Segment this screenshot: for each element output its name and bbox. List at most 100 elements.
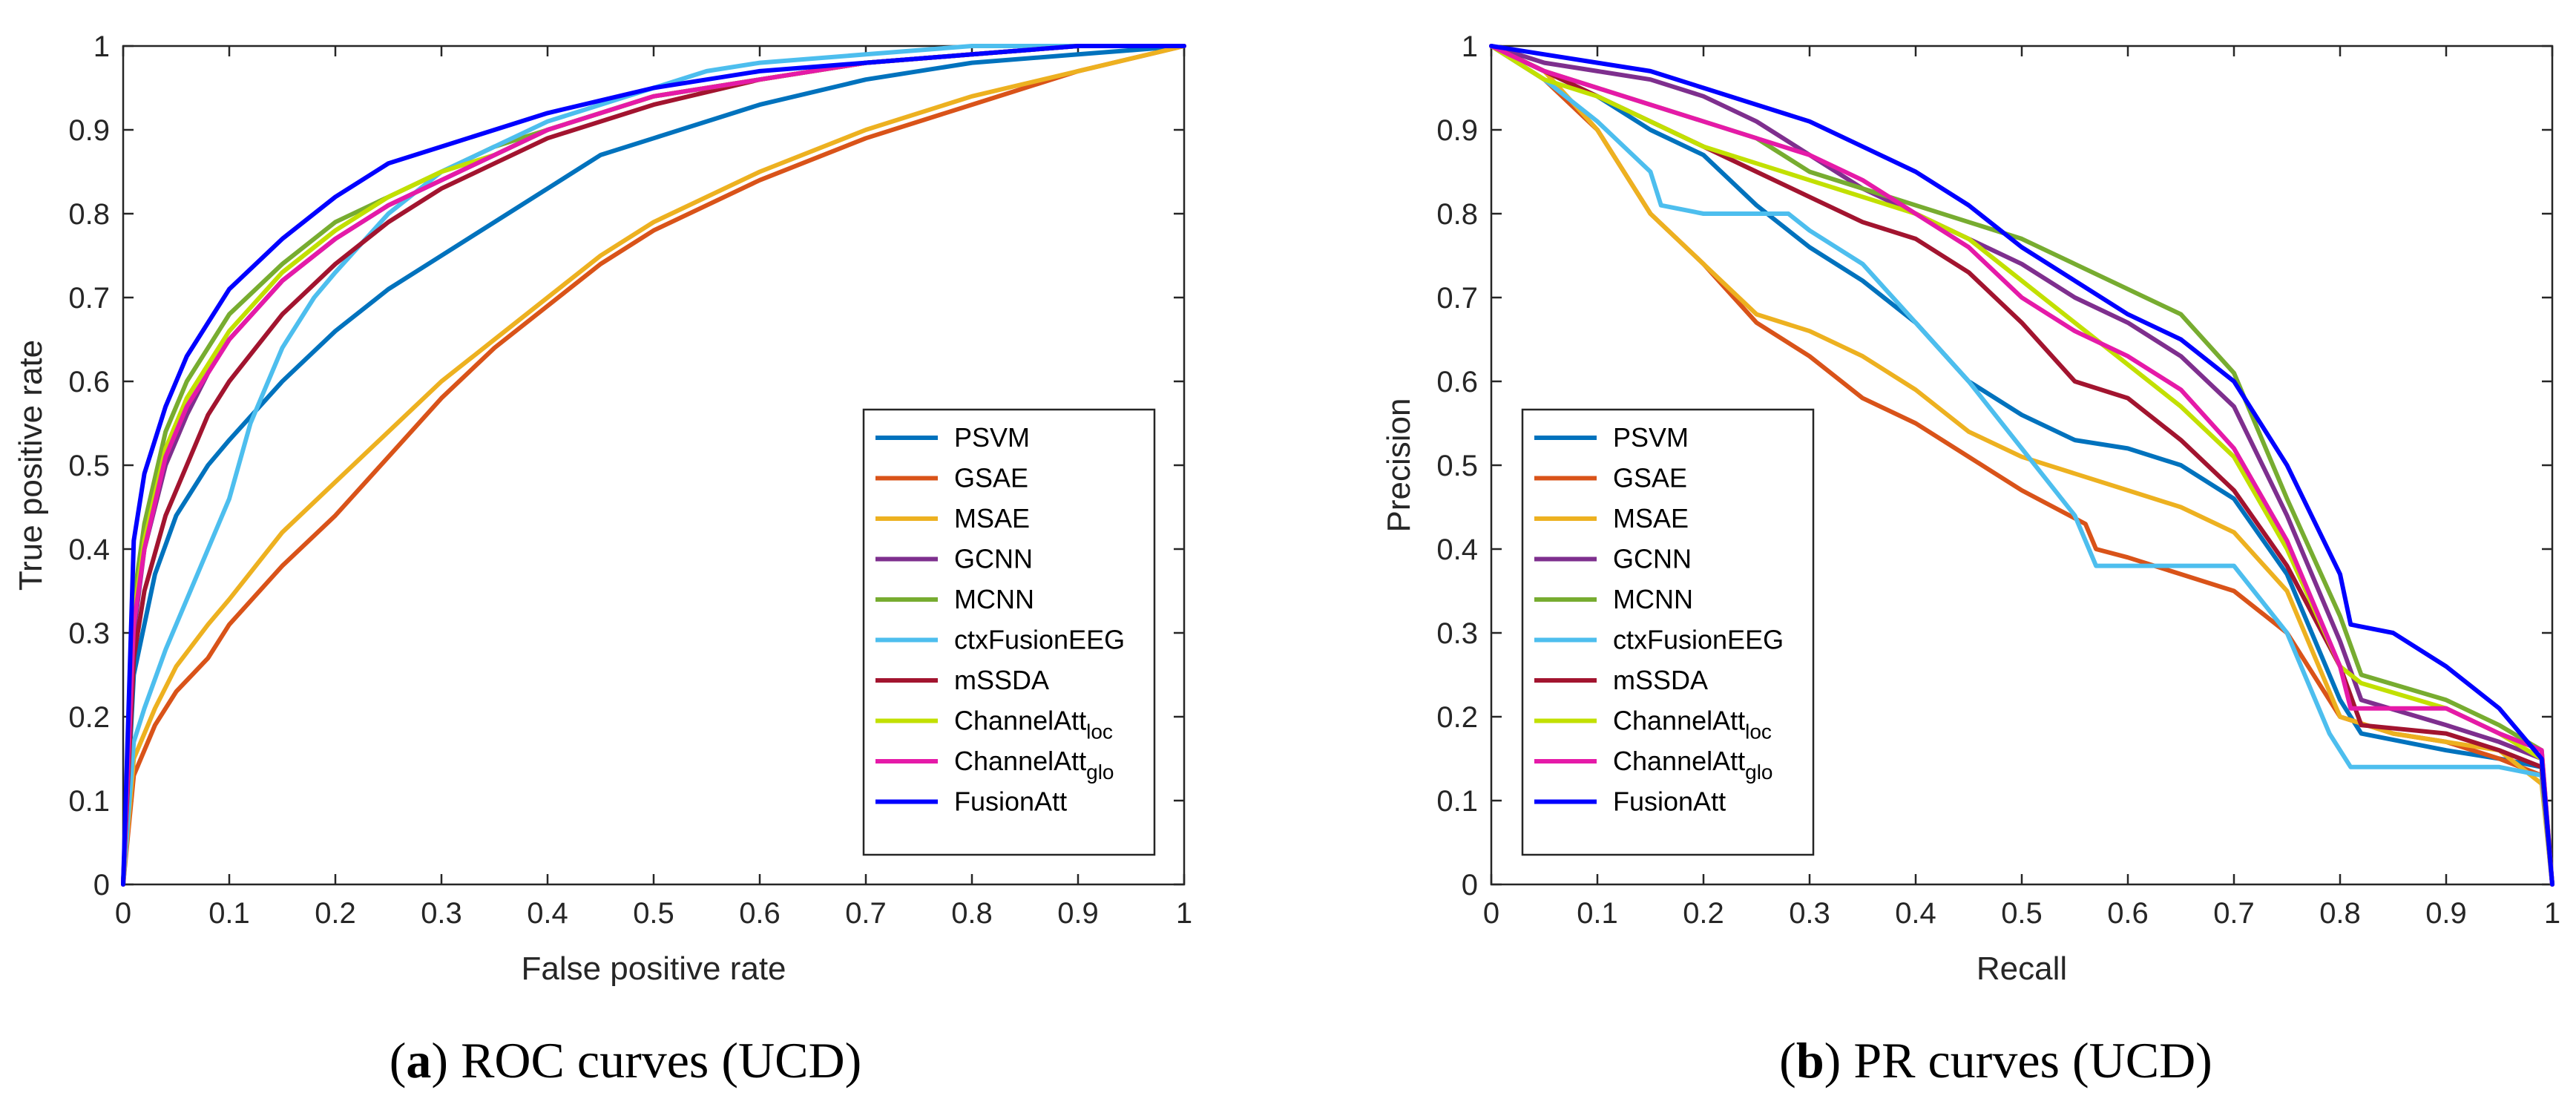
roc-legend-label-gsae: GSAE [954, 463, 1028, 493]
roc-y-tick-label: 0.8 [68, 198, 110, 231]
pr-legend-label-psvm: PSVM [1613, 422, 1689, 453]
pr-y-tick-label: 1 [1462, 30, 1478, 63]
roc-y-tick-label: 1 [93, 30, 110, 63]
roc-legend-box [862, 408, 1156, 856]
roc-legend-name: FusionAtt [954, 786, 1067, 817]
roc-x-tick-label: 0.5 [633, 897, 674, 930]
pr-series-line-channelatt-glo [1489, 44, 2554, 887]
pr-y-tick-label: 0.3 [1436, 617, 1478, 650]
roc-x-tick-label: 1 [1176, 897, 1192, 930]
pr-x-tick-label: 0.8 [2319, 897, 2361, 930]
pr-caption: (b) PR curves (UCD) [1779, 1032, 2212, 1088]
pr-legend-name: mSSDA [1613, 665, 1708, 695]
roc-y-tick-label: 0.9 [68, 114, 110, 147]
pr-legend-label-channelatt-glo: ChannelAttglo [1613, 746, 1773, 784]
roc-y-tick-label: 0.2 [68, 701, 110, 734]
roc-legend-label-gcnn: GCNN [954, 544, 1033, 574]
roc-legend-name: ChannelAtt [954, 746, 1086, 776]
roc-x-tick-label: 0.9 [1057, 897, 1099, 930]
roc-legend-label-channelatt-glo: ChannelAttglo [954, 746, 1114, 784]
pr-y-tick-label: 0.8 [1436, 198, 1478, 231]
roc-x-tick-label: 0.3 [421, 897, 462, 930]
roc-caption-text: ROC curves (UCD) [461, 1032, 861, 1088]
roc-legend-name: mSSDA [954, 665, 1049, 695]
roc-legend: PSVM GSAE MSAE GCNN MCNN ctxFusionEEG mSSDA Cha… [862, 408, 1156, 856]
pr-series-line-msae [1489, 44, 2554, 887]
roc-x-tick-label: 0.7 [845, 897, 887, 930]
roc-legend-name: GCNN [954, 544, 1033, 574]
pr-legend-subscript: glo [1745, 761, 1772, 784]
pr-legend-label-mcnn: MCNN [1613, 584, 1693, 614]
roc-chart: 0 0.1 0.2 0.3 0.4 0.5 0.6 0.7 0.8 0.9 1 0 0.1 0.2 0.3 0… [13, 30, 1192, 1088]
pr-x-tick-label: 0.3 [1789, 897, 1830, 930]
roc-x-tick-label: 0 [115, 897, 131, 930]
pr-legend-name: GCNN [1613, 544, 1692, 574]
pr-y-tick-label: 0.1 [1436, 785, 1478, 818]
roc-legend-label-fusionatt: FusionAtt [954, 786, 1067, 817]
pr-x-tick-label: 0.5 [2001, 897, 2043, 930]
roc-y-tick-label: 0 [93, 869, 110, 902]
roc-y-tick-label: 0.3 [68, 617, 110, 650]
pr-x-tick-label: 0.7 [2213, 897, 2255, 930]
pr-series-line-ctxfusioneeg [1489, 44, 2554, 887]
roc-legend-name: MSAE [954, 503, 1030, 533]
pr-legend-name: ChannelAtt [1613, 706, 1745, 736]
pr-x-tick-label: 0.6 [2107, 897, 2149, 930]
roc-y-tick-label: 0.5 [68, 450, 110, 482]
roc-legend-label-mssda: mSSDA [954, 665, 1049, 695]
pr-x-tick-label: 0 [1483, 897, 1499, 930]
roc-series-line-gsae [121, 44, 1186, 887]
pr-y-axis-label: Precision [1381, 398, 1417, 533]
roc-legend-name: ctxFusionEEG [954, 625, 1125, 655]
pr-y-tick-label: 0.4 [1436, 533, 1478, 566]
pr-x-axis-label: Recall [1977, 950, 2067, 987]
pr-legend-subscript: loc [1745, 720, 1772, 743]
roc-legend-label-ctxfusioneeg: ctxFusionEEG [954, 625, 1125, 655]
pr-legend-label-gcnn: GCNN [1613, 544, 1692, 574]
pr-x-tick-label: 0.1 [1577, 897, 1618, 930]
pr-y-tick-label: 0.2 [1436, 701, 1478, 734]
pr-y-tick-label: 0.6 [1436, 366, 1478, 398]
pr-series-line-psvm [1489, 44, 2554, 887]
roc-x-tick-label: 0.6 [739, 897, 781, 930]
pr-legend-name: MCNN [1613, 584, 1693, 614]
pr-x-tick-label: 0.9 [2425, 897, 2467, 930]
pr-legend-name: ChannelAtt [1613, 746, 1745, 776]
roc-legend-label-msae: MSAE [954, 503, 1030, 533]
pr-legend-label-gsae: GSAE [1613, 463, 1687, 493]
pr-legend-label-msae: MSAE [1613, 503, 1689, 533]
pr-legend-label-channelatt-loc: ChannelAttloc [1613, 706, 1772, 743]
pr-series-line-gcnn [1489, 44, 2554, 887]
roc-series [121, 44, 1186, 887]
roc-legend-name: GSAE [954, 463, 1028, 493]
roc-y-tick-label: 0.7 [68, 282, 110, 315]
roc-legend-label-channelatt-loc: ChannelAttloc [954, 706, 1113, 743]
roc-x-tick-label: 0.2 [315, 897, 356, 930]
roc-legend-label-psvm: PSVM [954, 422, 1030, 453]
roc-y-tick-label: 0.4 [68, 533, 110, 566]
pr-legend-label-ctxfusioneeg: ctxFusionEEG [1613, 625, 1784, 655]
pr-y-tick-label: 0.7 [1436, 282, 1478, 315]
roc-series-line-ctxfusioneeg [121, 44, 1186, 887]
pr-y-tick-label: 0.9 [1436, 114, 1478, 147]
pr-x-tick-label: 0.2 [1683, 897, 1724, 930]
pr-y-tick-label: 0.5 [1436, 450, 1478, 482]
pr-legend-box [1521, 408, 1815, 856]
roc-series-line-msae [121, 44, 1186, 887]
roc-x-tick-label: 0.1 [208, 897, 250, 930]
roc-legend-subscript: loc [1086, 720, 1113, 743]
roc-y-tick-label: 0.6 [68, 366, 110, 398]
pr-legend-name: FusionAtt [1613, 786, 1726, 817]
roc-series-line-fusionatt [121, 44, 1186, 887]
roc-legend-name: PSVM [954, 422, 1030, 453]
roc-y-tick-label: 0.1 [68, 785, 110, 818]
roc-x-tick-label: 0.8 [951, 897, 993, 930]
roc-legend-name: ChannelAtt [954, 706, 1086, 736]
pr-legend-label-mssda: mSSDA [1613, 665, 1708, 695]
pr-ticks: 0 0.1 0.2 0.3 0.4 0.5 0.6 0.7 0.8 0.9 1 0 0.1 0.2 0.3 0… [1436, 30, 2560, 930]
pr-series [1489, 44, 2554, 887]
roc-caption: (a) ROC curves (UCD) [390, 1032, 861, 1088]
pr-x-tick-label: 0.4 [1895, 897, 1936, 930]
pr-legend-name: ctxFusionEEG [1613, 625, 1784, 655]
